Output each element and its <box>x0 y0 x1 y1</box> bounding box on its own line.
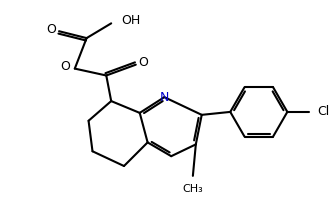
Text: Cl: Cl <box>317 105 329 119</box>
Text: OH: OH <box>121 14 140 27</box>
Text: CH₃: CH₃ <box>182 184 203 194</box>
Text: O: O <box>46 23 56 36</box>
Text: N: N <box>160 91 169 104</box>
Text: O: O <box>60 60 70 73</box>
Text: O: O <box>139 56 148 69</box>
